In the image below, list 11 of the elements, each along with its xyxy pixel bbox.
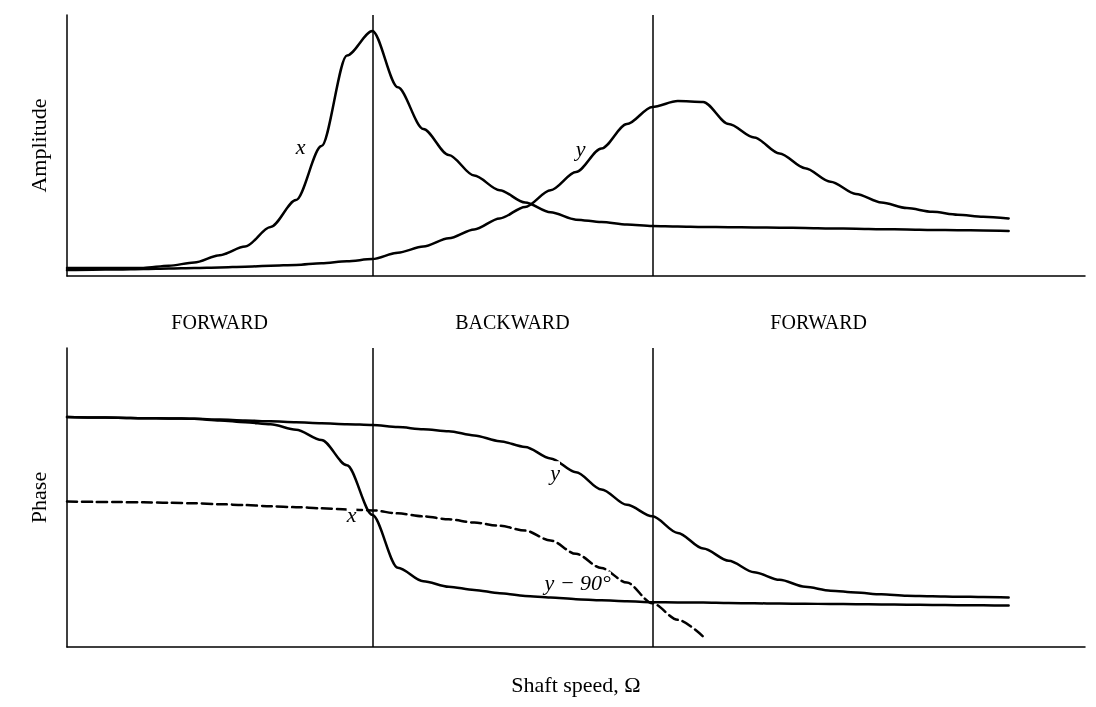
text: BACKWARD	[455, 311, 570, 333]
series-label: y	[548, 459, 561, 485]
y-axis-title: Amplitude	[25, 98, 51, 193]
series-label: y	[573, 136, 586, 162]
series-label: x	[345, 502, 357, 528]
x-axis-title: Shaft speed, Ω	[511, 671, 641, 697]
text: FORWARD	[770, 311, 868, 333]
text: FORWARD	[171, 311, 269, 333]
series-label: y − 90°	[542, 570, 612, 596]
series-label: x	[294, 133, 306, 159]
y-axis-title: Phase	[25, 471, 51, 524]
